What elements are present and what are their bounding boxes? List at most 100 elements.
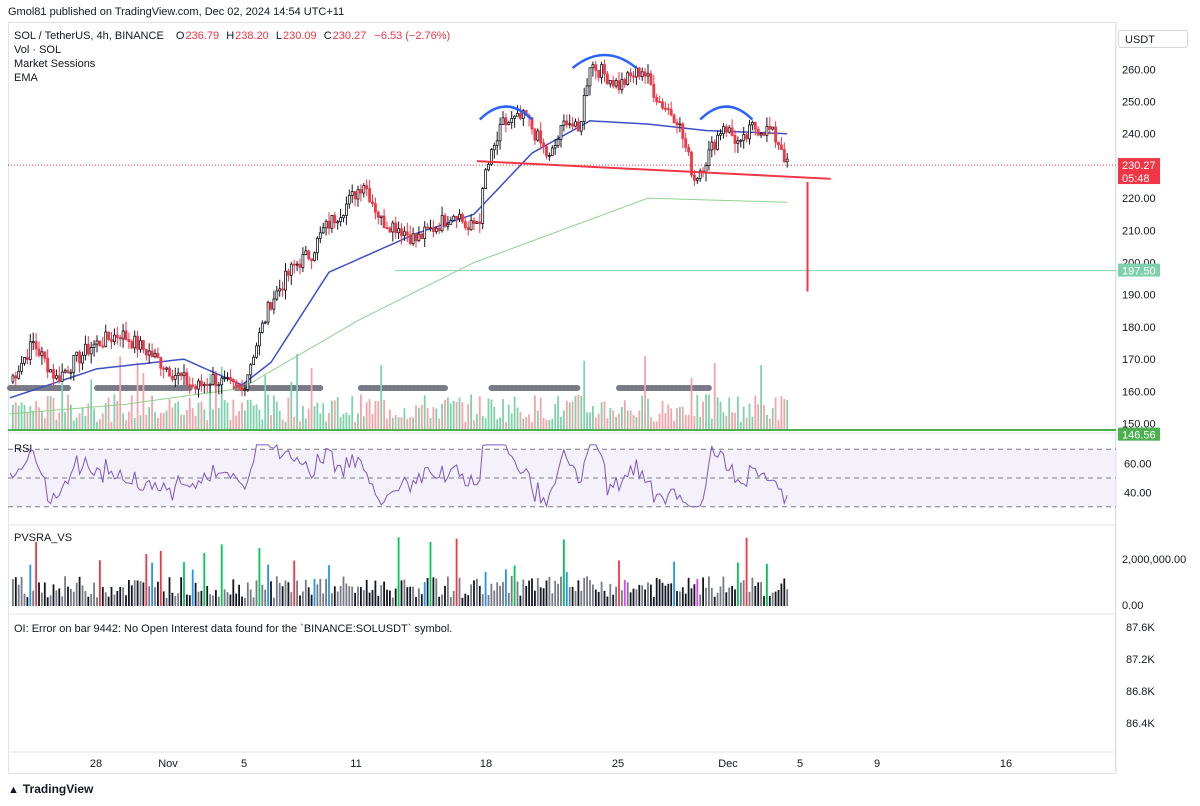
- pvsra-bar: [41, 592, 43, 606]
- pvsra-bar: [220, 544, 223, 606]
- candle-body: [704, 165, 708, 173]
- candle-body: [17, 370, 21, 379]
- pvsra-bar: [249, 589, 252, 606]
- candle-body: [722, 126, 725, 134]
- pvsra-bar: [771, 592, 774, 606]
- time-tick-label: 5: [241, 758, 247, 770]
- candle-body: [388, 227, 392, 233]
- candle-body: [159, 357, 163, 369]
- volume-bar: [467, 404, 470, 430]
- symbol-legend: SOL / TetherUS, 4h, BINANCE O236.79 H238…: [14, 30, 454, 42]
- volume-bar: [583, 360, 586, 430]
- currency-button[interactable]: USDT: [1118, 30, 1188, 48]
- volume-bar: [484, 418, 487, 430]
- volume-bar: [525, 416, 528, 430]
- symbol-name[interactable]: SOL / TetherUS, 4h, BINANCE: [14, 30, 164, 42]
- pvsra-bar: [612, 594, 615, 606]
- candle-body: [466, 227, 470, 231]
- pvsra-bar: [406, 587, 409, 606]
- volume-bar: [531, 421, 533, 430]
- volume-bar: [609, 407, 612, 430]
- candle-body: [582, 95, 586, 122]
- volume-bar: [194, 415, 197, 430]
- volume-bar: [490, 399, 493, 430]
- price-label-text: 146.56: [1122, 430, 1156, 442]
- volume-bar: [313, 406, 316, 430]
- pvsra-bar: [209, 594, 211, 606]
- candle-body: [278, 288, 282, 292]
- volume-bar: [713, 363, 716, 430]
- volume-bar: [516, 407, 519, 430]
- legend-vol[interactable]: Vol · SOL: [14, 44, 62, 56]
- legend-ema[interactable]: EMA: [14, 72, 38, 84]
- candle-body: [342, 215, 345, 219]
- pvsra-bar: [284, 580, 287, 606]
- pvsra-bar: [432, 577, 435, 606]
- pvsra-bar: [125, 595, 127, 606]
- volume-bar: [130, 395, 133, 430]
- volume-bar: [125, 420, 127, 430]
- legend-sessions[interactable]: Market Sessions: [14, 58, 96, 70]
- pvsra-bar: [577, 580, 580, 606]
- pvsra-bar: [255, 580, 258, 606]
- pvsra-bar: [409, 586, 412, 606]
- volume-bar: [432, 407, 435, 430]
- volume-bar: [284, 421, 287, 430]
- candle-body: [655, 97, 659, 102]
- volume-bar: [444, 399, 446, 430]
- volume-bar: [577, 394, 580, 430]
- volume-bar: [737, 396, 739, 430]
- pvsra-bar: [194, 582, 197, 606]
- volume-bar: [664, 413, 667, 430]
- pvsra-bar: [571, 586, 574, 606]
- volume-bar: [606, 418, 609, 430]
- close-label: C: [323, 30, 332, 42]
- volume-bar: [650, 417, 652, 430]
- pvsra-bar: [400, 580, 403, 606]
- volume-bar: [110, 421, 113, 430]
- pvsra-bar: [667, 583, 670, 606]
- volume-bar: [487, 398, 490, 430]
- candle-body: [92, 343, 96, 348]
- candle-body: [585, 85, 589, 96]
- volume-bar: [780, 396, 783, 430]
- candle-body: [695, 178, 699, 181]
- candle-body: [443, 215, 447, 227]
- pvsra-bar: [261, 584, 264, 606]
- pvsra-bar: [623, 579, 626, 606]
- volume-bar: [725, 415, 728, 430]
- volume-bar: [768, 418, 771, 430]
- candle-body: [716, 134, 719, 150]
- candle-body: [153, 352, 157, 358]
- volume-bar: [589, 412, 591, 430]
- low-label: L: [275, 30, 282, 42]
- candle-body: [420, 233, 424, 239]
- volume-bar: [632, 414, 635, 430]
- volume-bar: [104, 403, 107, 430]
- volume-bar: [389, 409, 391, 430]
- pvsra-bar: [246, 582, 249, 606]
- candle-body: [640, 71, 644, 77]
- pvsra-bar: [145, 553, 148, 606]
- pvsra-bar: [186, 594, 188, 606]
- volume-bar: [766, 414, 768, 430]
- candle-body: [81, 354, 84, 364]
- volume-bar: [299, 421, 301, 430]
- pvsra-bar: [478, 585, 481, 606]
- candle-body: [780, 144, 783, 150]
- rsi-label: RSI: [14, 443, 32, 455]
- volume-bar: [90, 379, 93, 430]
- volume-bar: [754, 395, 757, 430]
- pvsra-bar: [473, 580, 475, 606]
- pvsra-bar: [658, 579, 661, 606]
- candle-body: [481, 188, 485, 224]
- pvsra-bar: [215, 590, 217, 606]
- pvsra-bar: [151, 562, 153, 606]
- candle-body: [664, 107, 667, 110]
- volume-bar: [594, 417, 597, 430]
- volume-bar: [580, 395, 583, 430]
- volume-bar: [191, 408, 194, 430]
- volume-bar: [786, 399, 789, 430]
- candle-body: [397, 228, 401, 234]
